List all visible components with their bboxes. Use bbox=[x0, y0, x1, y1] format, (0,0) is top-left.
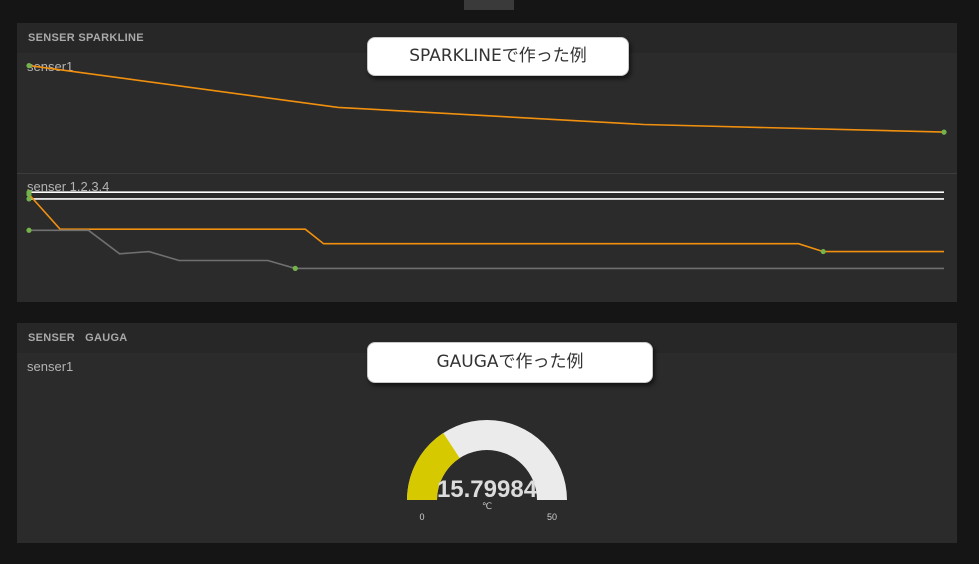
sparkline-panel-title: SENSER SPARKLINE bbox=[28, 32, 144, 44]
sparkline-callout: SPARKLINEで作った例 bbox=[367, 37, 629, 76]
sparkline-row-2-label: senser 1.2.3.4 bbox=[27, 179, 110, 194]
gauge-min-label: 0 bbox=[419, 512, 424, 522]
gauge-max-label: 50 bbox=[547, 512, 557, 522]
sparkline-group-2 bbox=[26, 189, 944, 271]
gauge-fill bbox=[407, 432, 460, 500]
gauge-row-label: senser1 bbox=[27, 359, 74, 374]
top-tab-handle[interactable] bbox=[464, 0, 514, 10]
sparkline-point-2-3-8 bbox=[820, 248, 826, 255]
sparkline-point-1-1-0 bbox=[26, 63, 32, 69]
gauge-panel-title: SENSER GAUGA bbox=[28, 332, 128, 344]
sparkline-point-2-2-0 bbox=[26, 196, 32, 202]
sparkline-row-divider bbox=[17, 173, 957, 174]
sparkline-point-2-3-0 bbox=[26, 191, 32, 198]
sparkline-group-1 bbox=[26, 63, 947, 135]
gauge-chart: 15.79984℃ 0 50 bbox=[407, 420, 567, 522]
gauge-callout: GAUGAで作った例 bbox=[367, 342, 653, 383]
gauge-unit: ℃ bbox=[482, 502, 492, 512]
sparkline-series-2-4 bbox=[29, 229, 944, 270]
sparkline-point-2-4-0 bbox=[26, 227, 32, 233]
sparkline-chart bbox=[26, 63, 947, 271]
sparkline-series-1-1 bbox=[28, 64, 945, 133]
sparkline-point-2-4-6 bbox=[292, 265, 298, 271]
sparkline-series-2-3 bbox=[28, 193, 944, 253]
gauge-value: 15.79984 bbox=[437, 476, 538, 503]
sparkline-point-1-1-3 bbox=[941, 129, 947, 135]
